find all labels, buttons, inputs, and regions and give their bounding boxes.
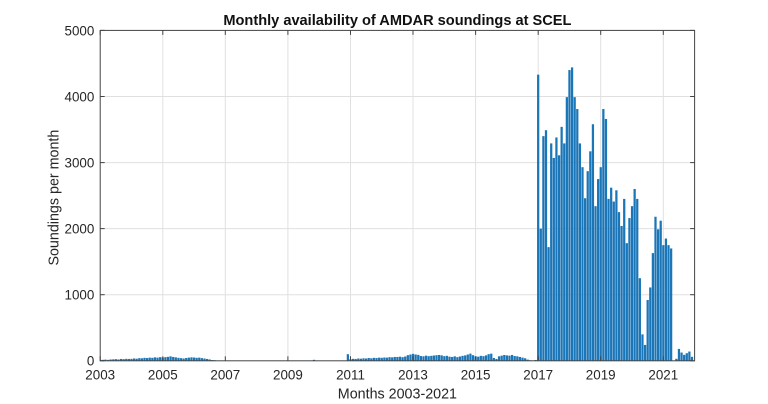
svg-text:2000: 2000 (65, 222, 95, 237)
svg-text:Soundings per month: Soundings per month (47, 130, 63, 266)
svg-text:2019: 2019 (586, 367, 616, 382)
svg-text:1000: 1000 (65, 288, 95, 303)
svg-text:2013: 2013 (398, 367, 428, 382)
svg-text:2005: 2005 (148, 367, 178, 382)
svg-text:2007: 2007 (210, 367, 240, 382)
svg-text:Months 2003-2021: Months 2003-2021 (338, 386, 457, 402)
svg-text:4000: 4000 (65, 89, 95, 104)
svg-text:2015: 2015 (461, 367, 491, 382)
svg-text:2021: 2021 (648, 367, 678, 382)
svg-text:0: 0 (87, 354, 94, 369)
svg-text:2017: 2017 (523, 367, 553, 382)
svg-text:Monthly availability of AMDAR: Monthly availability of AMDAR soundings … (223, 13, 571, 29)
svg-text:2003: 2003 (85, 367, 115, 382)
svg-text:2011: 2011 (336, 367, 365, 382)
svg-text:2009: 2009 (273, 367, 303, 382)
svg-text:5000: 5000 (65, 23, 95, 38)
svg-text:3000: 3000 (65, 156, 95, 171)
